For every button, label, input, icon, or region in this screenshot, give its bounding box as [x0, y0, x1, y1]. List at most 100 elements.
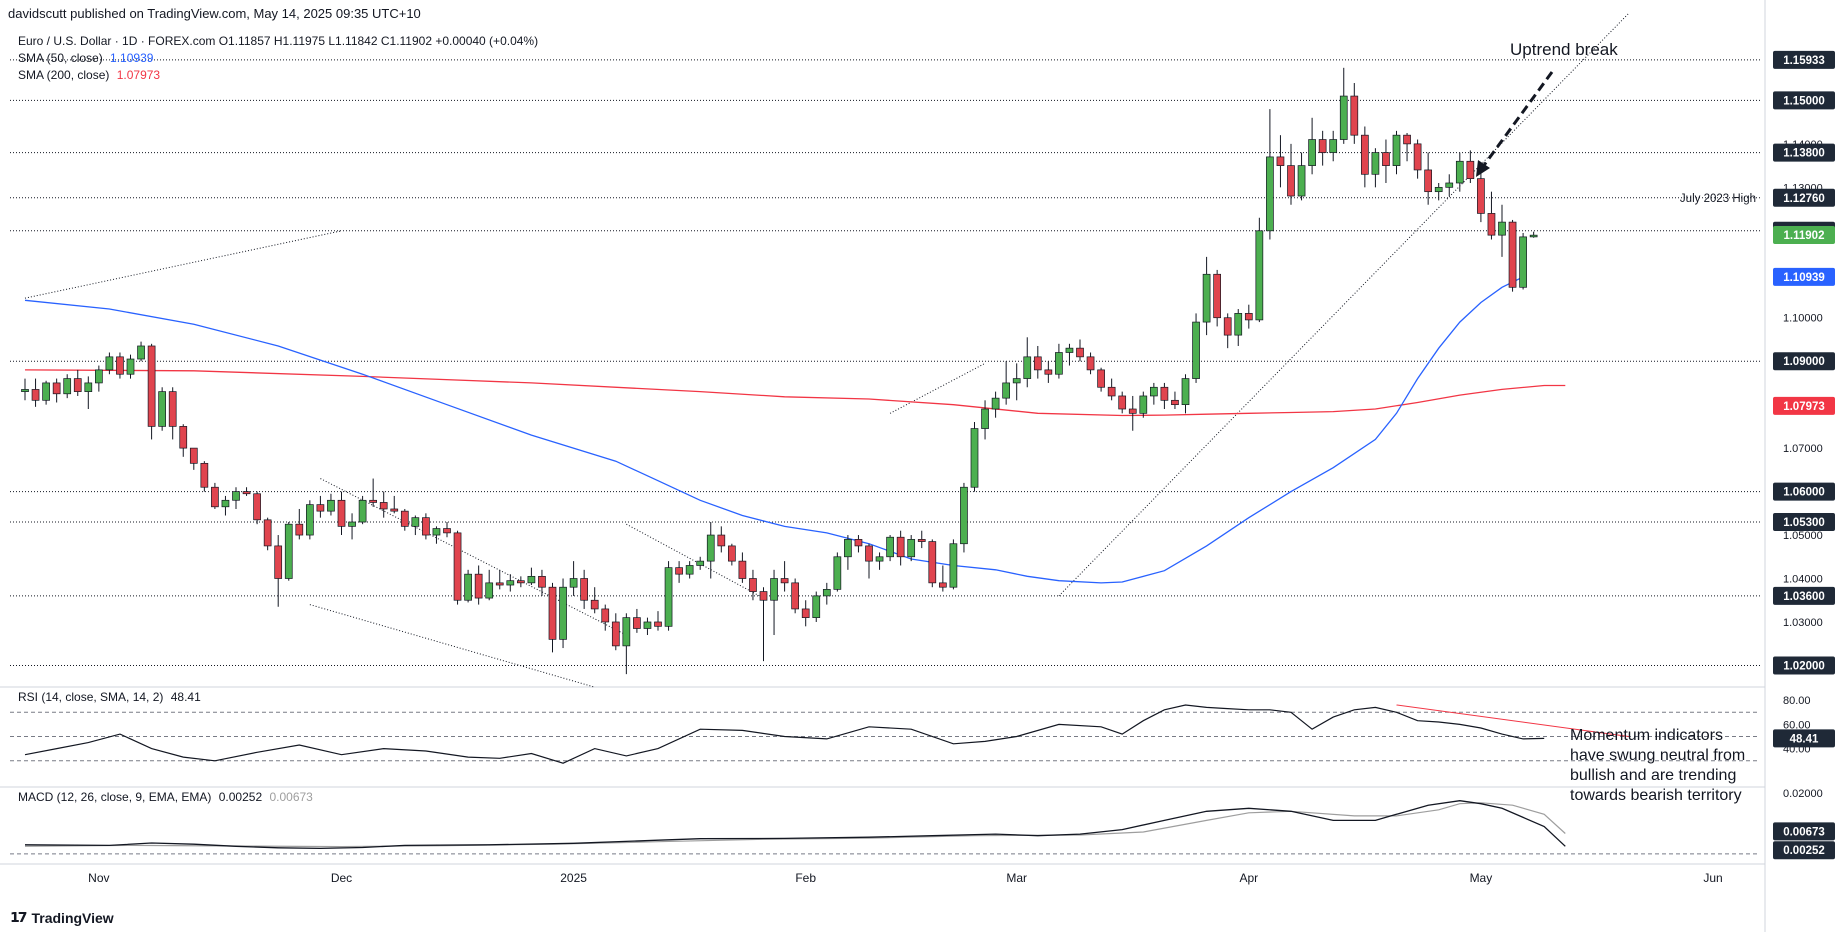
candle-body: [1244, 313, 1253, 321]
candle: [896, 530, 905, 566]
candle-body: [696, 560, 705, 566]
price-tag-text: 1.15933: [1783, 55, 1825, 67]
candle: [348, 513, 356, 540]
price-tag-text: 1.12760: [1783, 193, 1825, 205]
candle-body: [1403, 134, 1411, 145]
candle: [1487, 191, 1496, 240]
publish-header: davidscutt published on TradingView.com,…: [8, 6, 421, 21]
symbol-name[interactable]: Euro / U.S. Dollar · 1D · FOREX.com: [18, 34, 216, 48]
candle-body: [464, 573, 472, 601]
candle: [232, 487, 240, 509]
candle: [21, 378, 29, 401]
candle: [791, 578, 800, 614]
candle: [485, 569, 494, 601]
candle-body: [1118, 395, 1127, 410]
candle: [1403, 133, 1411, 162]
candle-body: [928, 541, 937, 584]
candle-body: [453, 532, 462, 601]
candle-body: [1223, 317, 1232, 336]
candle: [337, 491, 346, 536]
sma200-legend[interactable]: SMA (200, close) 1.07973: [18, 68, 160, 82]
candle-body: [1255, 230, 1264, 321]
candle-body: [369, 499, 377, 503]
candle-body: [1202, 273, 1211, 323]
candle: [1086, 352, 1095, 375]
candle: [865, 543, 873, 579]
price-tag-box: [1773, 188, 1835, 207]
candle-body: [949, 543, 958, 588]
candle: [643, 617, 652, 636]
candle-body: [1382, 152, 1390, 166]
rsi-axis-tick: 80.00: [1783, 695, 1811, 707]
candle: [1044, 361, 1053, 383]
candle-body: [1392, 134, 1401, 166]
grid-layer: [0, 0, 1766, 932]
candle: [1350, 83, 1359, 144]
price-tag: 1.09000: [1773, 352, 1835, 371]
candle: [981, 400, 989, 440]
candle: [73, 369, 82, 396]
candle-body: [31, 389, 40, 401]
candle-body: [1171, 399, 1179, 406]
candle-body: [527, 575, 536, 584]
author-name[interactable]: davidscutt: [8, 6, 67, 21]
july-2023-high-label: July 2023 High: [1680, 193, 1756, 205]
candle: [1308, 117, 1316, 175]
candle: [1033, 345, 1042, 379]
candle-body: [84, 382, 93, 392]
candle-body: [211, 486, 219, 508]
candle-body: [1477, 178, 1485, 214]
candle-body: [411, 517, 420, 527]
tradingview-logo[interactable]: 𝟭𝟳 TradingView: [10, 909, 114, 926]
rsi-legend[interactable]: RSI (14, close, SMA, 14, 2) 48.41: [18, 690, 201, 704]
candle: [1055, 343, 1063, 379]
candle-body: [1055, 352, 1063, 375]
candles: [21, 67, 1538, 675]
candle: [327, 493, 335, 516]
macd-tag-box: [1773, 822, 1835, 841]
candle-body: [1149, 386, 1158, 397]
candle-body: [379, 502, 388, 510]
candle-body: [1371, 152, 1380, 175]
moving-averages: [24, 276, 1566, 584]
candle: [970, 422, 979, 492]
ohlc-values: O1.11857 H1.11975 L1.11842 C1.11902 +0.0…: [218, 34, 539, 48]
publish-info: published on TradingView.com, May 14, 20…: [70, 6, 421, 21]
candle: [928, 539, 937, 588]
candle-body: [917, 539, 926, 542]
candle: [168, 387, 177, 440]
price-tag-box: [1773, 586, 1835, 605]
price-tag-box: [1773, 396, 1835, 415]
candle: [1329, 130, 1338, 162]
macd-tag-text: 0.00252: [1783, 845, 1825, 857]
candle: [42, 380, 50, 405]
candle-body: [706, 534, 715, 562]
candle: [1424, 152, 1433, 205]
candle-body: [875, 556, 884, 562]
price-tag: 1.02000: [1773, 656, 1835, 675]
candle: [727, 543, 736, 566]
candle: [1128, 395, 1137, 431]
candle-body: [126, 358, 135, 375]
macd-legend[interactable]: MACD (12, 26, close, 9, EMA, EMA) 0.0025…: [18, 790, 313, 804]
candle: [1519, 232, 1527, 290]
price-tag-text: 1.11902: [1784, 230, 1825, 242]
candle-body: [622, 617, 631, 647]
candle: [833, 552, 842, 592]
candle: [506, 574, 515, 592]
candle: [538, 569, 546, 596]
candle: [717, 526, 726, 553]
candle-body: [200, 462, 209, 488]
candle-body: [991, 397, 1000, 410]
sma50-legend[interactable]: SMA (50, close) 1.10939: [18, 51, 153, 65]
candle-body: [348, 521, 356, 527]
momentum-note-line: Momentum indicators: [1570, 727, 1723, 744]
trendline: [24, 230, 342, 299]
candle-body: [306, 504, 314, 536]
price-tag-box: [1773, 226, 1835, 245]
candle-body: [1097, 369, 1105, 388]
candle-body: [601, 608, 610, 623]
time-axis-tick: Dec: [331, 871, 352, 885]
